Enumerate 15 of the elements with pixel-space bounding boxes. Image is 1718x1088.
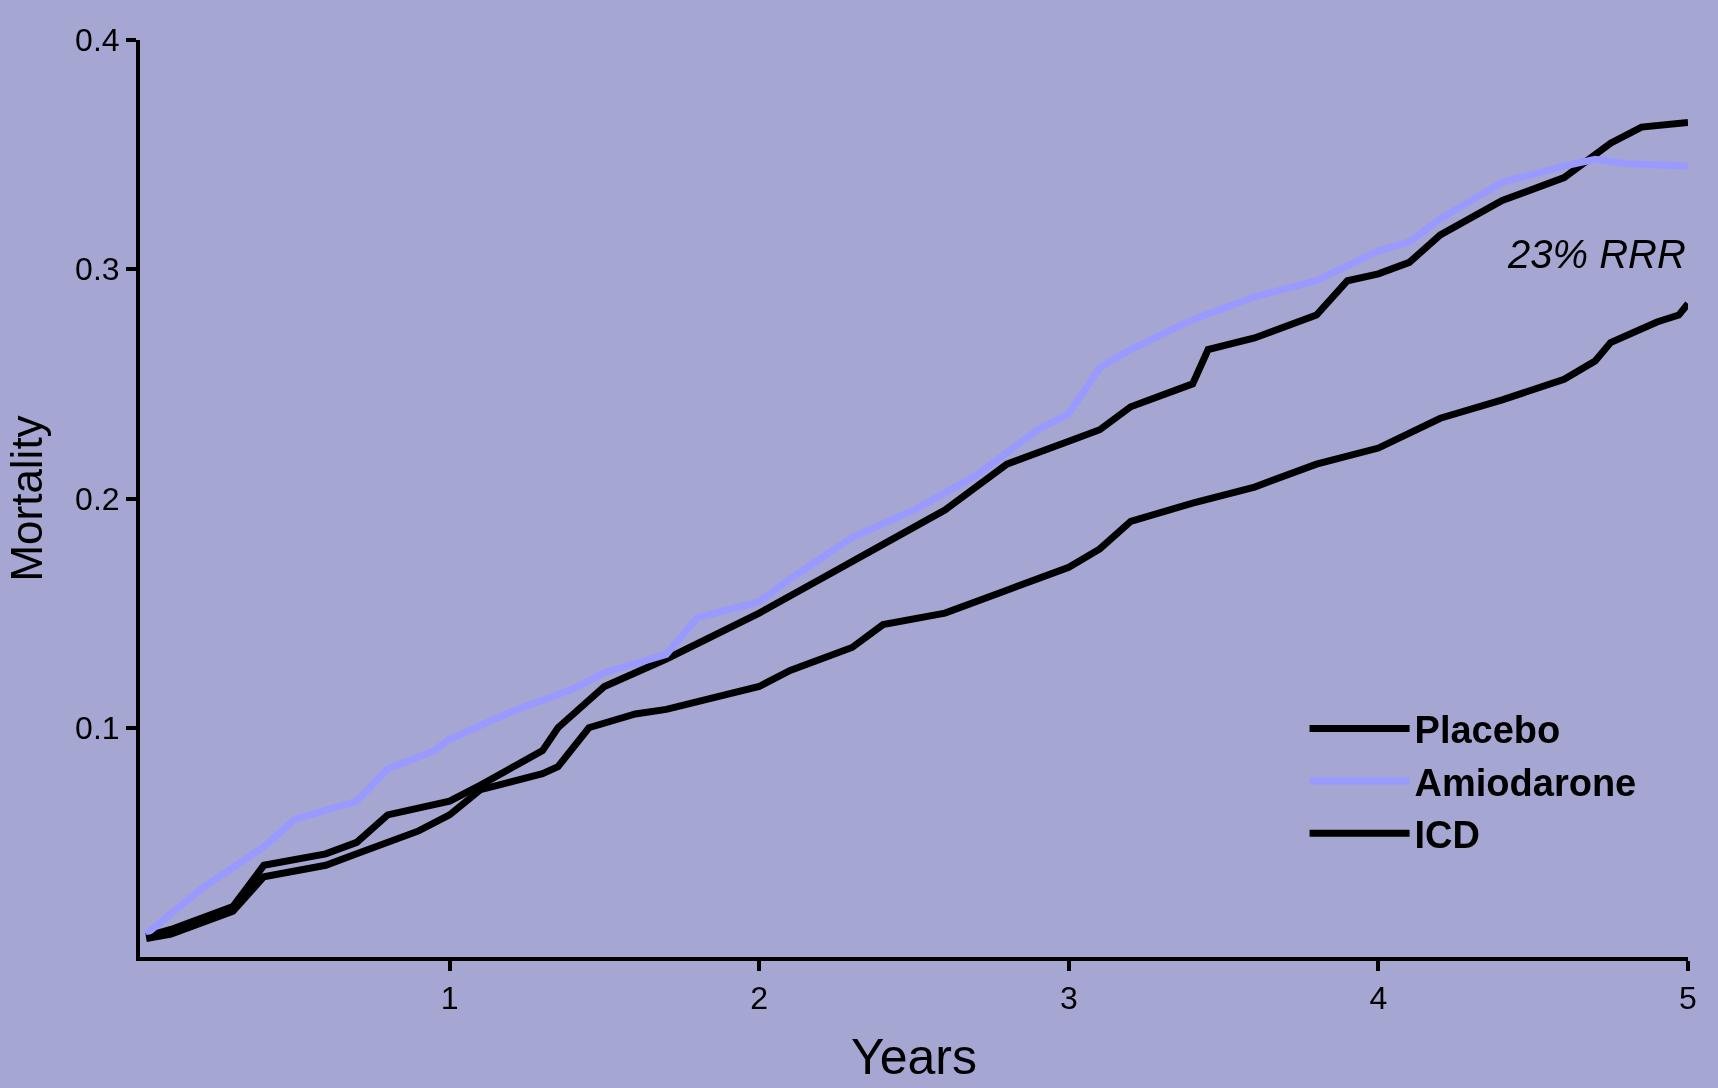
y-tick-label: 0.2 bbox=[75, 480, 120, 517]
x-tick-label: 1 bbox=[440, 980, 459, 1017]
x-tick-label: 2 bbox=[750, 980, 769, 1017]
x-tick-label: 4 bbox=[1369, 980, 1388, 1017]
legend-label: ICD bbox=[1414, 814, 1481, 857]
y-tick-label: 0.3 bbox=[75, 251, 120, 288]
x-axis-title: Years bbox=[850, 1029, 978, 1086]
y-tick-label: 0.1 bbox=[75, 709, 120, 746]
annotation: 23% RRR bbox=[1507, 232, 1686, 276]
y-axis-title: Mortality bbox=[1, 415, 51, 582]
legend-label: Placebo bbox=[1414, 709, 1561, 752]
x-tick-label: 5 bbox=[1679, 980, 1697, 1017]
x-tick-label: 3 bbox=[1059, 980, 1078, 1017]
legend-label: Amiodarone bbox=[1414, 761, 1637, 804]
y-tick-label: 0.4 bbox=[75, 22, 120, 59]
